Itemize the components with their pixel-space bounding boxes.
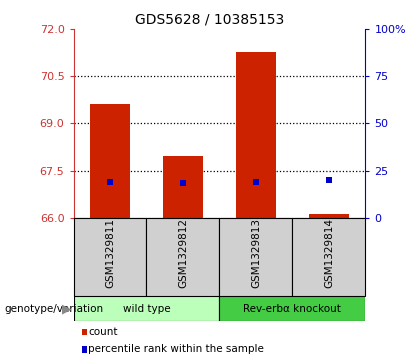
Text: GSM1329813: GSM1329813 — [251, 218, 261, 288]
Text: GSM1329814: GSM1329814 — [324, 218, 334, 288]
Bar — [220, 296, 365, 321]
Text: GSM1329811: GSM1329811 — [105, 218, 115, 288]
Text: wild type: wild type — [123, 303, 170, 314]
Bar — [147, 218, 220, 296]
Bar — [74, 296, 220, 321]
Text: genotype/variation: genotype/variation — [4, 303, 103, 314]
Bar — [90, 104, 130, 218]
Text: Rev-erbα knockout: Rev-erbα knockout — [244, 303, 341, 314]
Text: count: count — [88, 327, 118, 337]
Text: ▶: ▶ — [62, 302, 71, 315]
Text: percentile rank within the sample: percentile rank within the sample — [88, 344, 264, 354]
Bar — [292, 218, 365, 296]
Bar — [236, 52, 276, 218]
Bar — [163, 156, 203, 218]
Text: GSM1329812: GSM1329812 — [178, 218, 188, 288]
Bar — [309, 214, 349, 218]
Bar — [74, 218, 147, 296]
Text: GDS5628 / 10385153: GDS5628 / 10385153 — [135, 13, 285, 27]
Bar — [220, 218, 292, 296]
